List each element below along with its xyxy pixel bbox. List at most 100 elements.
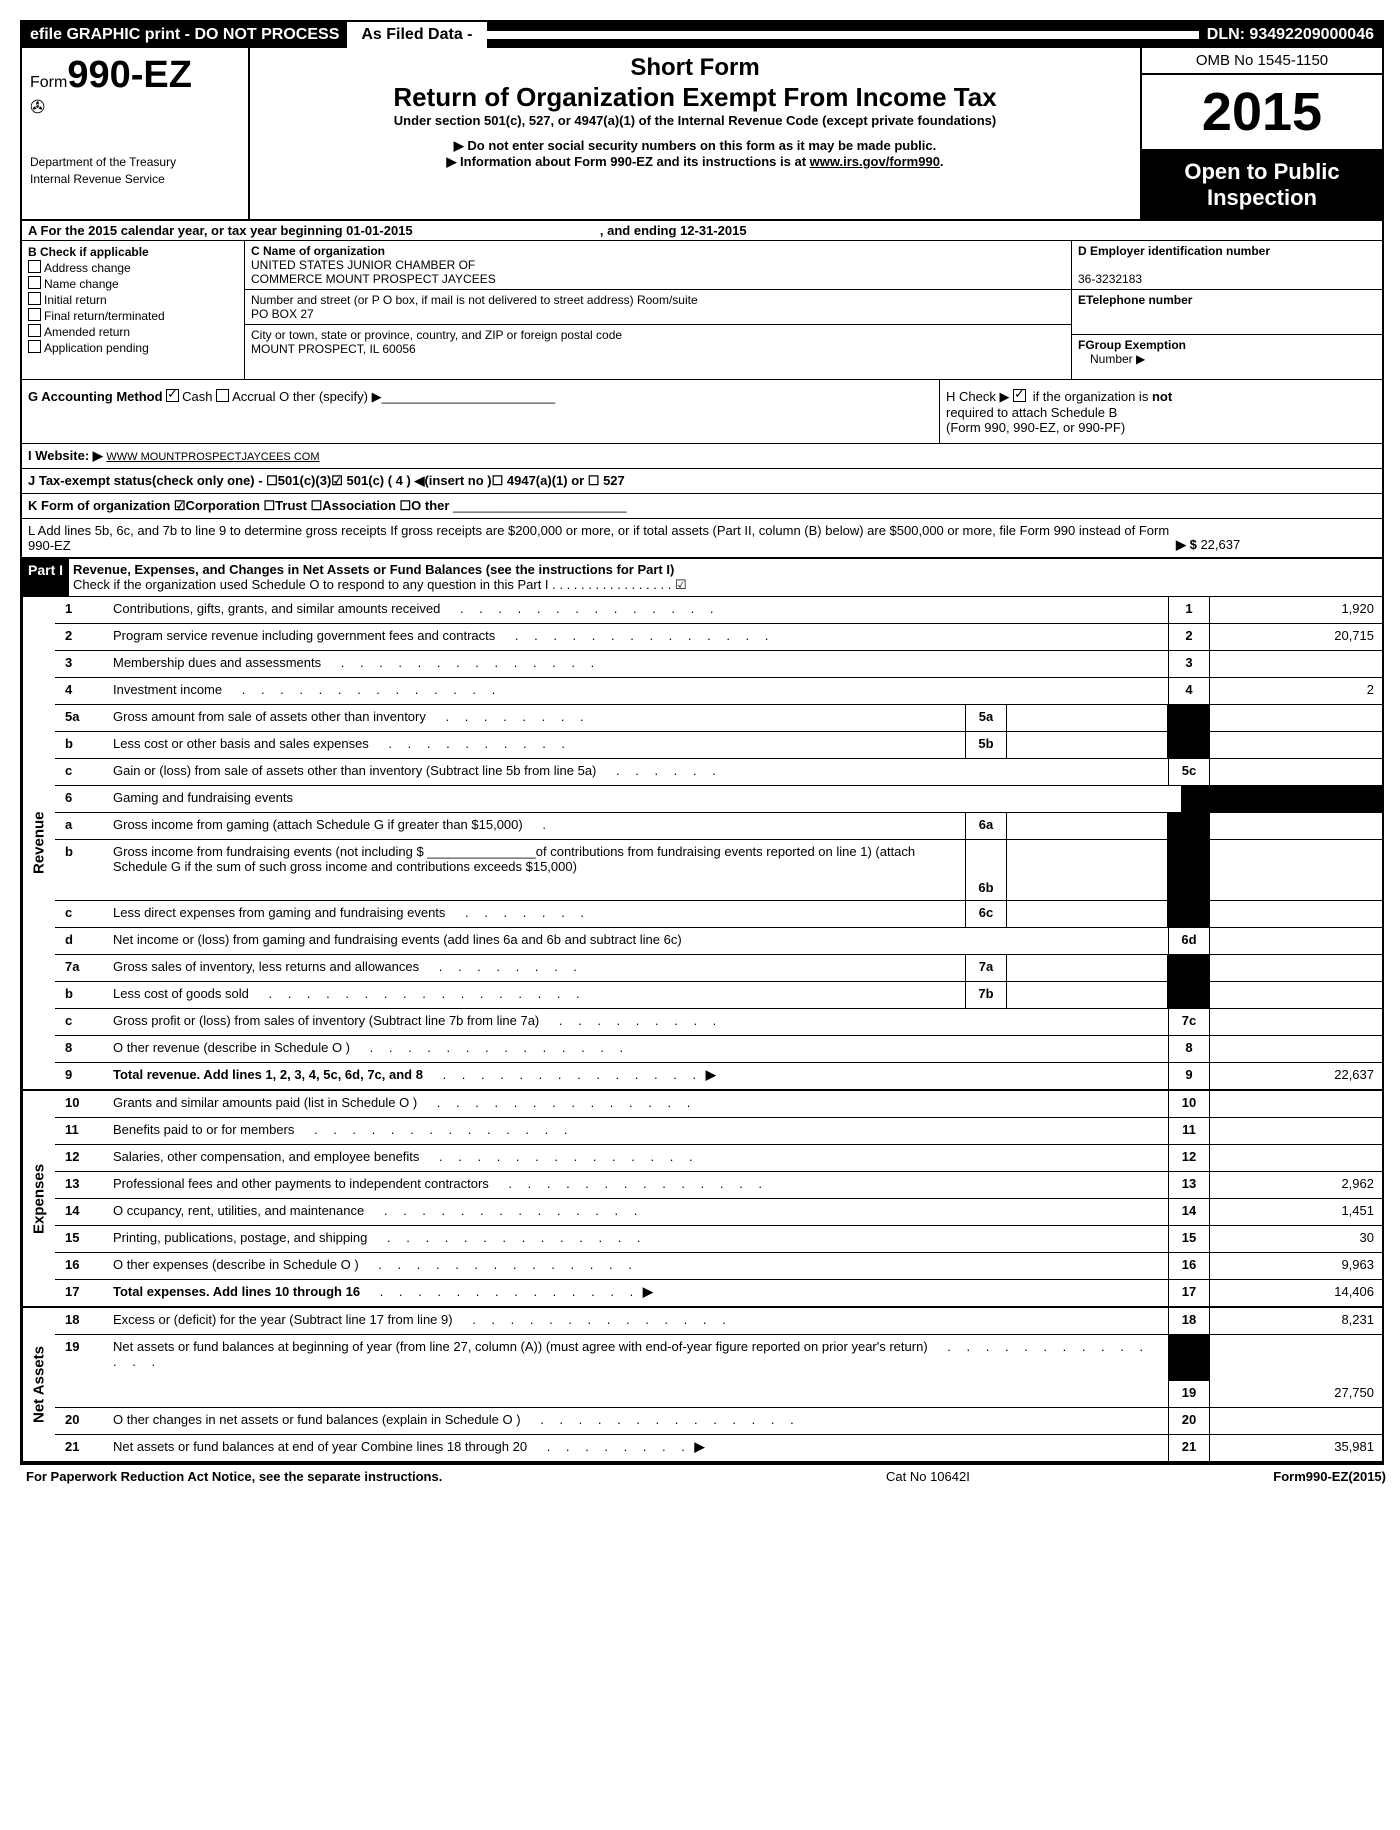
chk-final-return[interactable]: Final return/terminated (28, 307, 238, 323)
g-accrual: Accrual O ther (specify) ▶ (232, 389, 381, 404)
v9: 22,637 (1210, 1063, 1382, 1089)
do-not-enter: ▶ Do not enter social security numbers o… (260, 138, 1130, 154)
c-street-label: Number and street (or P O box, if mail i… (251, 293, 698, 307)
sn5a: 5a (965, 705, 1007, 731)
side-netassets: Net Assets (22, 1308, 55, 1461)
rn17: 17 (1168, 1280, 1210, 1306)
info-post: . (940, 154, 944, 169)
header: Form990-EZ ✇ Department of the Treasury … (22, 48, 1382, 221)
website-link[interactable]: WWW MOUNTPROSPECTJAYCEES COM (106, 451, 319, 463)
n17: 17 (55, 1280, 109, 1306)
part-i-label: Part I (22, 559, 69, 596)
h-pre: H Check ▶ (946, 389, 1013, 404)
under-section: Under section 501(c), 527, or 4947(a)(1)… (260, 113, 1130, 128)
topbar: efile GRAPHIC print - DO NOT PROCESS As … (22, 22, 1382, 48)
footer-left: For Paperwork Reduction Act Notice, see … (26, 1469, 886, 1484)
sn7a: 7a (965, 955, 1007, 981)
v7b (1209, 982, 1382, 1008)
d9: Total revenue. Add lines 1, 2, 3, 4, 5c,… (113, 1067, 423, 1082)
d6c: Less direct expenses from gaming and fun… (113, 905, 445, 920)
n4: 4 (55, 678, 109, 704)
n18: 18 (55, 1308, 109, 1334)
d6d: Net income or (loss) from gaming and fun… (113, 932, 682, 947)
chk-initial-return[interactable]: Initial return (28, 291, 238, 307)
org-name-2: COMMERCE MOUNT PROSPECT JAYCEES (251, 272, 496, 286)
sn5b: 5b (965, 732, 1007, 758)
v4: 2 (1210, 678, 1382, 704)
chk-cash[interactable] (166, 389, 179, 402)
rn12: 12 (1168, 1145, 1210, 1171)
n6c: c (55, 901, 109, 927)
shade7b (1168, 982, 1209, 1008)
rn14: 14 (1168, 1199, 1210, 1225)
chk-application-pending[interactable]: Application pending (28, 339, 238, 355)
open-to-public: Open to Public Inspection (1142, 151, 1382, 219)
rn16: 16 (1168, 1253, 1210, 1279)
footer-center: Cat No 10642I (886, 1469, 1146, 1484)
n5a: 5a (55, 705, 109, 731)
sv6c (1007, 901, 1168, 927)
n11: 11 (55, 1118, 109, 1144)
chk-h[interactable] (1013, 389, 1026, 402)
rn15: 15 (1168, 1226, 1210, 1252)
d16: O ther expenses (describe in Schedule O … (113, 1257, 359, 1272)
d6: Gaming and fundraising events (113, 790, 293, 805)
v6c (1209, 901, 1382, 927)
v3 (1210, 651, 1382, 677)
v21: 35,981 (1210, 1435, 1382, 1461)
chk-accrual[interactable] (216, 389, 229, 402)
v1: 1,920 (1210, 597, 1382, 623)
info-line: ▶ Information about Form 990-EZ and its … (260, 154, 1130, 170)
n6a: a (55, 813, 109, 839)
sv6b (1007, 840, 1168, 900)
rn19: 19 (1168, 1381, 1210, 1407)
d4: Investment income (113, 682, 222, 697)
d5a: Gross amount from sale of assets other t… (113, 709, 426, 724)
g-cash: Cash (182, 389, 216, 404)
sv5a (1007, 705, 1168, 731)
shade6 (1181, 786, 1382, 812)
gh-row: G Accounting Method Cash Accrual O ther … (22, 380, 1382, 444)
v19: 27,750 (1210, 1381, 1382, 1407)
shade7a (1168, 955, 1209, 981)
n20: 20 (55, 1408, 109, 1434)
h-line3: (Form 990, 990-EZ, or 990-PF) (946, 420, 1125, 435)
irs-link[interactable]: www.irs.gov/form990 (810, 154, 940, 169)
k-text: K Form of organization ☑Corporation ☐Tru… (28, 498, 449, 513)
footer: For Paperwork Reduction Act Notice, see … (20, 1465, 1392, 1488)
d13: Professional fees and other payments to … (113, 1176, 489, 1191)
d7a: Gross sales of inventory, less returns a… (113, 959, 419, 974)
v14: 1,451 (1210, 1199, 1382, 1225)
chk-address-change[interactable]: Address change (28, 259, 238, 275)
short-form-title: Short Form (260, 54, 1130, 82)
n7b: b (55, 982, 109, 1008)
n10: 10 (55, 1091, 109, 1117)
topbar-spacer (487, 31, 1199, 39)
section-bcdef: B Check if applicable Address change Nam… (22, 241, 1382, 380)
row-a-begin: 01-01-2015 (346, 223, 413, 238)
side-expenses: Expenses (22, 1091, 55, 1306)
v7a (1209, 955, 1382, 981)
v18: 8,231 (1210, 1308, 1382, 1334)
i-website: I Website: ▶ WWW MOUNTPROSPECTJAYCEES CO… (22, 444, 1382, 469)
d20: O ther changes in net assets or fund bal… (113, 1412, 521, 1427)
c-city-label: City or town, state or province, country… (251, 328, 622, 342)
info-pre: ▶ Information about Form 990-EZ and its … (446, 154, 809, 169)
d8: O ther revenue (describe in Schedule O ) (113, 1040, 350, 1055)
chk-amended-return[interactable]: Amended return (28, 323, 238, 339)
header-center: Short Form Return of Organization Exempt… (250, 48, 1140, 219)
rn13: 13 (1168, 1172, 1210, 1198)
i-label: I Website: ▶ (28, 448, 103, 463)
return-title: Return of Organization Exempt From Incom… (260, 82, 1130, 113)
dots: . . . . . . . . . . . . . . (440, 601, 719, 616)
shade5a (1168, 705, 1209, 731)
seal-icon: ✇ (30, 97, 240, 118)
v17: 14,406 (1210, 1280, 1382, 1306)
header-left: Form990-EZ ✇ Department of the Treasury … (22, 48, 250, 219)
d-ein: 36-3232183 (1078, 272, 1142, 286)
sn6b: 6b (965, 840, 1007, 900)
omb-number: OMB No 1545-1150 (1142, 48, 1382, 75)
dept-irs: Internal Revenue Service (30, 171, 240, 188)
d21: Net assets or fund balances at end of ye… (113, 1439, 527, 1454)
chk-name-change[interactable]: Name change (28, 275, 238, 291)
